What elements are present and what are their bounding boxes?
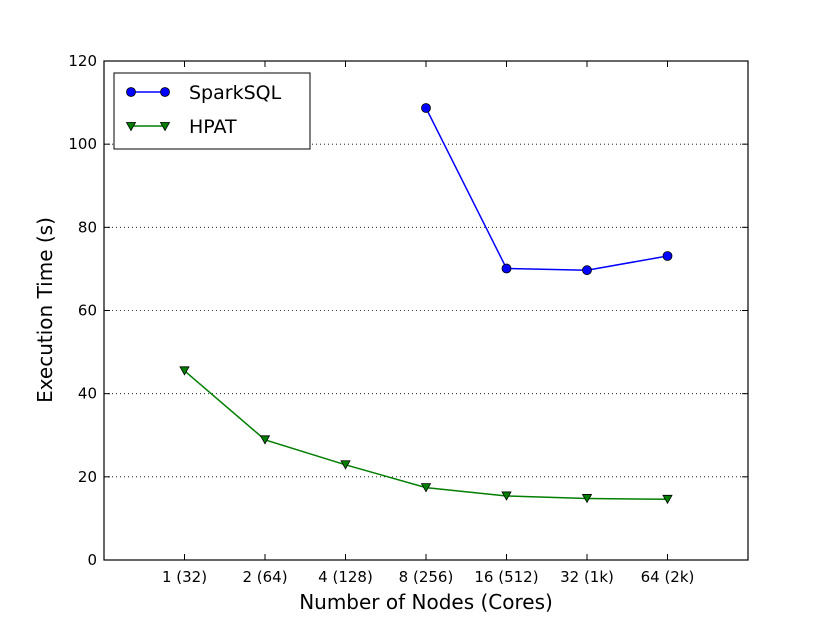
data-point-sparksql: [582, 265, 592, 276]
x-tick-label: 64 (2k): [641, 568, 695, 586]
legend-label-sparksql: SparkSQL: [189, 82, 282, 104]
y-axis-title: Execution Time (s): [33, 217, 57, 403]
data-point-hpat: [340, 460, 351, 470]
legend-label-hpat: HPAT: [189, 116, 237, 138]
legend-entry-sparksql: SparkSQL: [126, 82, 282, 104]
x-tick-label: 1 (32): [162, 568, 207, 586]
data-point-hpat: [179, 366, 190, 376]
x-tick-label: 16 (512): [474, 568, 538, 586]
x-tick-label: 2 (64): [242, 568, 287, 586]
grid-lines: [104, 143, 748, 478]
legend-marker-sparksql: [126, 87, 136, 97]
y-tick-label: 80: [78, 218, 97, 236]
series-line-hpat: [184, 370, 668, 501]
y-tick-label: 0: [87, 551, 97, 569]
data-point-sparksql: [501, 263, 512, 274]
series-line-sparksql: [425, 107, 668, 271]
y-tick-label: 40: [78, 385, 97, 403]
y-tick-label: 20: [78, 468, 97, 486]
series-layer: [179, 103, 673, 505]
legend-marker-sparksql: [160, 87, 170, 97]
legend-marker-hpat: [159, 122, 171, 132]
data-point-hpat: [501, 491, 512, 501]
legend: SparkSQL HPAT: [113, 72, 311, 150]
data-point-sparksql: [662, 251, 673, 261]
y-tick-label: 120: [68, 52, 97, 70]
data-point-sparksql: [421, 103, 431, 113]
x-tick-label: 8 (256): [399, 568, 454, 586]
x-axis-title: Number of Nodes (Cores): [299, 590, 553, 614]
legend-marker-hpat: [125, 122, 137, 132]
data-point-hpat: [420, 483, 432, 493]
y-tick-label: 60: [78, 302, 97, 320]
x-tick-label: 4 (128): [318, 568, 373, 586]
data-point-hpat: [581, 494, 593, 504]
x-tick-label: 32 (1k): [560, 568, 614, 586]
legend-entry-hpat: HPAT: [125, 116, 237, 138]
data-point-hpat: [662, 494, 673, 505]
axis-ticks: 0 20 40 60 80 100 120 1 (32) 2 (64) 4 (128) 8 (256…: [68, 52, 748, 586]
data-point-hpat: [259, 435, 271, 445]
legend-frame: [113, 72, 311, 150]
y-tick-label: 100: [68, 135, 97, 153]
